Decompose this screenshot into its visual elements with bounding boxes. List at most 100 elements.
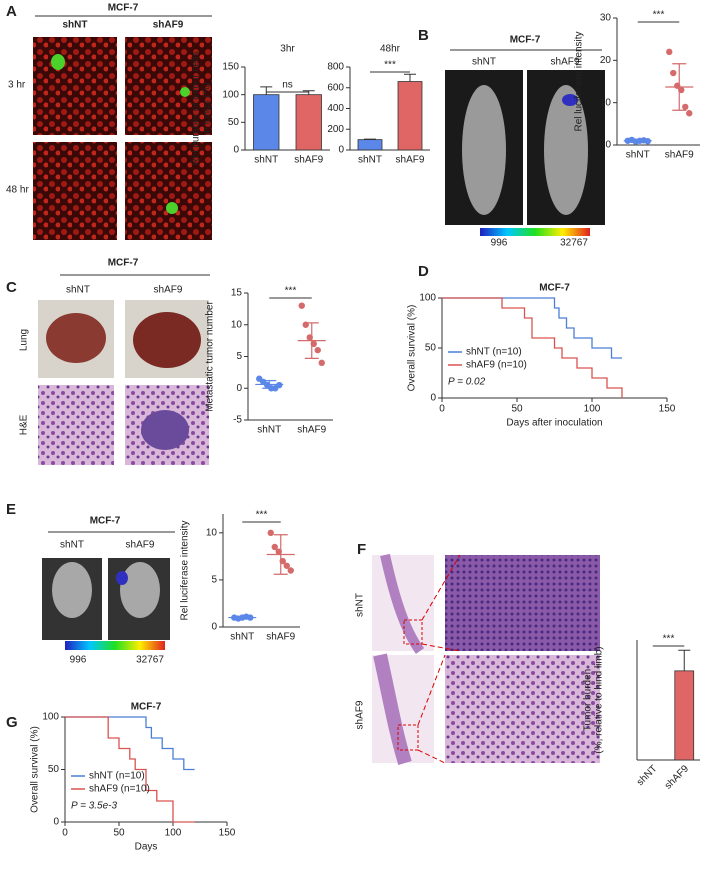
y-tick-label: 100 [222,89,239,100]
y-axis-label: Rel luciferase intensity [574,31,585,131]
y-tick-label: 5 [236,351,242,362]
y-tick-label: 10 [206,527,218,538]
group-label: shAF9 [126,540,155,551]
y-axis-label: Tumor burden [583,669,594,731]
cell-line: MCF-7 [108,258,139,269]
cell-line: MCF-7 [108,3,139,14]
sd-bar [630,139,645,143]
y-tick-label: 10 [231,319,243,330]
survival-curve [65,716,195,771]
y-tick-label: 100 [42,712,59,723]
colorbar [480,228,590,236]
y-tick-label: 0 [236,383,242,394]
x-tick-label: shAF9 [665,150,694,161]
x-tick-label: 150 [219,828,236,839]
x-tick-label: shAF9 [294,155,323,166]
y-tick-label: 50 [48,764,60,775]
group-label: shNT [63,20,88,31]
x-tick-label: 100 [165,828,182,839]
dot [682,103,689,111]
zoom-line [421,643,461,652]
y-axis-label: Overall survival (%) [30,726,41,813]
y-tick-label: 0 [233,145,239,156]
cell [180,87,190,97]
y-tick-label: 10 [600,97,612,108]
micrograph [125,37,212,135]
micrograph [33,37,117,135]
micrograph [445,655,600,763]
mouse [52,562,92,618]
y-tick-label: 150 [222,62,239,73]
panel-label: G [6,714,18,731]
survival-curve [65,716,195,823]
y-axis-label: Overall survival (%) [407,305,418,392]
annotation: *** [256,510,268,521]
dot [686,110,693,117]
legend-label: shNT (n=10) [466,347,522,358]
inset-box [403,619,423,645]
bar [295,94,322,151]
dot [670,69,677,77]
legend-label: shAF9 (n=10) [89,784,150,795]
row-label: Lung [19,329,30,351]
row-label: shAF9 [355,700,366,729]
y-tick-label: 800 [327,62,344,73]
x-tick-label: shNT [254,155,278,166]
mouse [462,85,506,215]
micrograph [38,385,114,465]
colorbar-label: 996 [491,238,508,249]
row-label: 48 hr [6,185,29,196]
micrograph [33,142,117,240]
y-axis-label: Rel luciferase intensity [180,520,191,620]
annotation: ns [282,80,293,91]
signal [116,571,128,585]
y-tick-label: 15 [231,288,243,299]
y-tick-label: 200 [327,124,344,135]
lung [46,313,106,363]
lung [133,312,201,368]
y-tick-label: 100 [419,293,436,304]
annotation: *** [285,286,297,297]
zoom-line [417,749,446,764]
y-tick-label: 0 [53,817,59,828]
y-tick-label: 50 [425,343,437,354]
x-tick-label: shAF9 [396,155,425,166]
annotation: P = 3.5e-3 [71,801,117,812]
sd-bar [235,616,250,620]
colorbar-label: 32767 [560,238,588,249]
zoom-line [417,654,446,726]
error-bar [302,90,315,95]
colorbar-label: 32767 [136,655,164,666]
micrograph [125,142,212,240]
dot [283,562,290,569]
sd-bar [304,322,319,360]
chart-title: 48hr [380,44,401,55]
tumor [141,410,189,450]
dot [298,302,305,309]
zoom-line [421,554,461,621]
row-label: shNT [355,593,366,617]
bar [397,81,423,151]
x-tick-label: shNT [230,632,254,643]
error-bar [260,86,273,95]
group-label: shAF9 [551,57,580,68]
chart-title: MCF-7 [131,702,162,713]
inset-box [397,724,419,751]
error-bar [404,73,416,82]
panel-label: D [418,263,429,280]
micrograph [445,555,600,651]
micrograph [372,555,434,651]
y-tick-label: -5 [233,415,242,426]
group-label: shAF9 [153,20,184,31]
dot [267,529,274,537]
bar [253,94,280,151]
y-tick-label: 30 [600,13,612,24]
group-label: shAF9 [154,285,183,296]
bar [357,139,383,151]
cell-line: MCF-7 [510,35,541,46]
dot [271,543,278,551]
x-tick-label: shAF9 [266,632,295,643]
y-tick-label: 600 [327,82,344,93]
y-tick-label: 0 [338,145,344,156]
